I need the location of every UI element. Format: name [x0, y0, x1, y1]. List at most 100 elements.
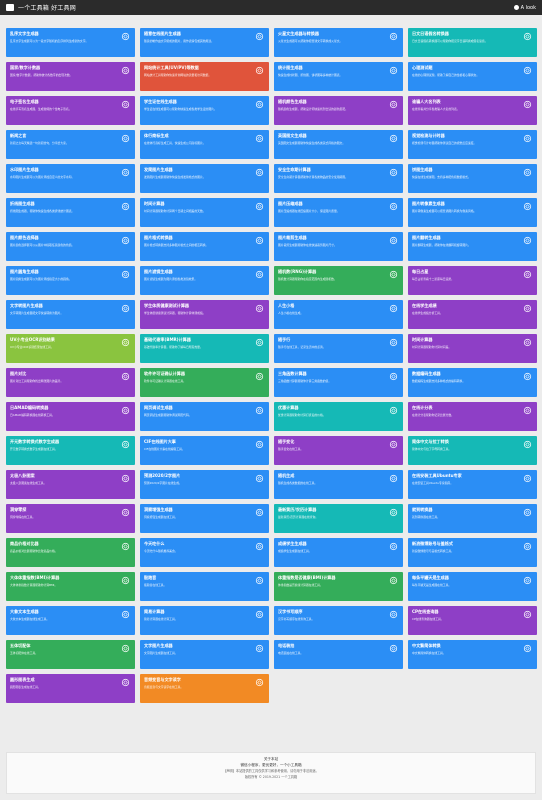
tool-card-title: 太极八卦图案 [10, 473, 35, 478]
tool-card[interactable]: 大体体重指数(BMI)计算器 大体体重指数计算器帮助你计算BMI。 [6, 572, 135, 601]
tool-card[interactable]: 开元数字转换式数字生成器 开元数字转换式数字生成器在线工具。 [6, 436, 135, 465]
tool-card[interactable]: 随机生成 随机生成各类数据的在线工具。 [274, 470, 403, 499]
tag-icon [389, 406, 398, 415]
tool-card[interactable]: CP在线查询器 CP在线查询器在线工具。 [408, 606, 537, 635]
tool-card[interactable]: 电子签名生成器 在线手写签名生成器，生成独特的个性电子签名。 [6, 96, 135, 125]
tool-card[interactable]: 简体中文与拉丁转换 简体中文与拉丁字母转换工具。 [408, 436, 537, 465]
tool-card[interactable]: 就到转换器 就到转换器在线工具。 [408, 504, 537, 533]
tool-card[interactable]: 图片圆角生成器 图片圆角生成器可以为图片添加指定大小的圆角。 [6, 266, 135, 295]
tool-card[interactable]: 在线学生成绩 在线学生成绩分析工具。 [408, 300, 537, 329]
tool-card[interactable]: 优惠计算器 优惠计算器帮助你计算打折后的价格。 [274, 402, 403, 431]
tool-card[interactable]: 汉字书写顺序 汉字书写顺序在线查询工具。 [274, 606, 403, 635]
tool-card[interactable]: 安全生命期计算器 安全生命期计算器帮助你计算各类物品的安全使用期限。 [274, 164, 403, 193]
tool-card[interactable]: 圆形图表生成 圆形图表生成在线工具。 [6, 674, 135, 703]
tool-card[interactable]: 英国图文生成器 英国图文生成器帮助你快速生成各类英式风格的图文。 [274, 130, 403, 159]
tool-card[interactable]: 乱序文字生成器 乱序文字生成器可以为一段文字随机的乱序排列生成新的文字。 [6, 28, 135, 57]
tool-card[interactable]: 在线安装工具Ubuntu专家 在线安装工具Ubuntu专家指南。 [408, 470, 537, 499]
tool-card[interactable]: 学生证在线生成器 学生证在线生成器可以帮助你快速生成各类学生证的图片。 [140, 96, 269, 125]
tool-card[interactable]: 视觉检测与计时器 视觉检测与计时器帮助你测试自己的视觉反应速度。 [408, 130, 537, 159]
tool-card[interactable]: 新浪微博账号与盖格式 新浪微博账号与盖格式转换工具。 [408, 538, 537, 567]
tool-card[interactable]: 基础代谢率(BMR)计算器 基础代谢率计算器，帮助你了解每日所需热量。 [140, 334, 269, 363]
brand[interactable]: 一个工具箱 好工具网 [6, 3, 76, 12]
tool-card[interactable]: 大象文本生成器 大象文本生成器在线生成工具。 [6, 606, 135, 635]
tool-card[interactable]: 时间计算器 时间计算器帮助你计算时间差。 [408, 334, 537, 363]
tool-card[interactable]: 骰跑音 骰跑音在线工具。 [140, 572, 269, 601]
tool-card[interactable]: 五体切配体 五体切配体在线工具。 [6, 640, 135, 669]
tool-card[interactable]: 体重指数是否健康(BMI)计算器 体重指数是否健康计算器在线工具。 [274, 572, 403, 601]
tool-card[interactable]: 随机颜色生成器 随机颜色生成器，帮助设计师快速找到合适的颜色搭配。 [274, 96, 403, 125]
tool-card[interactable]: 发简图片生成器 发简图片生成器帮助你快速生成发简格式的图片。 [140, 164, 269, 193]
tool-card-description: 文字转图片生成器把文字快速转换为图片。 [10, 311, 64, 315]
tool-card[interactable]: 水印图片生成器 水印图片生成器可以为图片添加自定义的文字水印。 [6, 164, 135, 193]
login-link[interactable]: A look [513, 5, 536, 11]
tool-card[interactable]: 随手行 随手行在线工具，记录生活中的点滴。 [274, 334, 403, 363]
tool-card-title: 安全生命期计算器 [278, 167, 311, 172]
tool-card[interactable]: 图片格式转换器 图片格式转换器支持多种图片格式之间的相互转换。 [140, 232, 269, 261]
tool-card[interactable]: 三角函数计算器 三角函数计算器帮助你计算三角函数的值。 [274, 368, 403, 397]
tool-card[interactable]: 日文日语假名转换器 日文日语假名转换器可以帮助你把汉字日语转换成假名读音。 [408, 28, 537, 57]
tool-card[interactable]: 每条平罐天是生成器 每条平罐天是生成器在线工具。 [408, 572, 537, 601]
tool-card[interactable]: 图片滤镜生成器 图片滤镜生成器为图片添加各类滤镜效果。 [140, 266, 269, 295]
tool-card[interactable]: 每日占星 每日占星查看十二星座每日运势。 [408, 266, 537, 295]
tool-card[interactable]: 折线图生成器 折线图生成器，帮助你快速生成各类折线统计图表。 [6, 198, 135, 227]
tool-card-title: CIF在线图片大事 [144, 439, 176, 444]
tool-card[interactable]: 随机数(RNG)计算器 随机数计算器帮助你在指定范围内生成随机数。 [274, 266, 403, 295]
tool-card[interactable]: 软件许可证确认计算器 软件许可证确认计算器在线工具。 [140, 368, 269, 397]
tool-card[interactable]: 文字图片生成器 文字图片生成器在线工具。 [140, 640, 269, 669]
tool-card[interactable]: 图片对比 图片对比工具帮助你找出两张图片的差异。 [6, 368, 135, 397]
tool-card[interactable]: 学生体质健康测试计算器 学生体质健康测试计算器，帮助你计算体测成绩。 [140, 300, 269, 329]
tool-card[interactable]: 太极八卦图案 太极八卦图案在线生成工具。 [6, 470, 135, 499]
tool-card[interactable]: 网页调试生成器 网页调试生成器帮助你调试网页代码。 [140, 402, 269, 431]
score-icon [523, 406, 532, 415]
tool-card[interactable]: 洞穿零探 洞穿零探在线工具。 [6, 504, 135, 533]
tool-card[interactable]: 成绩学生生成器 成绩学生生成器在线工具。 [274, 538, 403, 567]
tool-card[interactable]: 今天吃什么 今天吃什么随机推荐美食。 [140, 538, 269, 567]
tool-card[interactable]: 洞察增强生成器 洞察增强生成器在线工具。 [140, 504, 269, 533]
tool-card[interactable]: UV小专业OCR识别结果 UV小专业OCR识别结果在线工具。 [6, 334, 135, 363]
tool-card-description: 快速在线生成饼图，支持多种配色和数据格式。 [412, 175, 471, 179]
tool-card[interactable]: 图片翻转生成器 图片翻转生成器，帮助你在线翻转和旋转图片。 [408, 232, 537, 261]
tool-card[interactable]: 图片颜色选择器 图片颜色选择器可以从图片中提取任意颜色的色值。 [6, 232, 135, 261]
tool-card[interactable]: 随手变化 随手变化在线工具。 [274, 436, 403, 465]
tool-card[interactable]: 图片转像素生成器 图片转像素生成器可以把普通图片转换为像素风格。 [408, 198, 537, 227]
tool-card-title: 简易计算器 [144, 609, 165, 614]
tool-card-description: 英国图文生成器帮助你快速生成各类英式风格的图文。 [278, 141, 346, 145]
tool-card[interactable]: 新闻之言 新闻之言每天精选一句新闻金句，分享给大家。 [6, 130, 135, 159]
tool-card[interactable]: 随意在线图片生成器 随意的制作由文字组成的图片，用作表情包或其他用途。 [140, 28, 269, 57]
tool-card[interactable]: 图片压缩成器 图片压缩成器在线压缩图片大小，保证图片质量。 [274, 198, 403, 227]
tool-card[interactable]: 心理测试题 在线的心理测试题，帮助了解自己的性格和心理状态。 [408, 62, 537, 91]
tool-card[interactable]: 体行商标生成 在线体行商标生成工具，快速生成公司商标图片。 [140, 130, 269, 159]
tool-card[interactable]: 在线计分表 在线计分表帮助你记录比赛分数。 [408, 402, 537, 431]
tool-card[interactable]: 网站统计工具(UV/PV)等数据 网站统计工具帮助你快速查询网站的流量和访问数据。 [140, 62, 269, 91]
tool-card[interactable]: CIF在线图片大事 CIF在线图片大事在线编辑工具。 [140, 436, 269, 465]
tool-card[interactable]: 预测2020/2字图片 预测2020/2字图片在线生成。 [140, 470, 269, 499]
tool-card-title: 国家/数字计数器 [10, 65, 41, 70]
tool-card[interactable]: 国家/数字计数器 国家/数字计数器，帮助你统计各数字的出现次数。 [6, 62, 135, 91]
tool-card-description: 新闻之言每天精选一句新闻金句，分享给大家。 [10, 141, 69, 145]
tool-card[interactable]: 简易计算器 简易计算器在线计算工具。 [140, 606, 269, 635]
tool-card[interactable]: 文字转图片生成器 文字转图片生成器把文字快速转换为图片。 [6, 300, 135, 329]
footer-about-link[interactable]: 关于本站 [263, 757, 279, 761]
text-icon [121, 304, 130, 313]
tool-card[interactable]: 图片裁剪生成器 图片裁剪生成器帮助你在线快速裁剪图片尺寸。 [274, 232, 403, 261]
tool-card[interactable]: 最新黄历/农历计算器 最新黄历/农历计算器在线查询。 [274, 504, 403, 533]
tool-card-title: 预测2020/2字图片 [144, 473, 181, 478]
shuffle-icon [121, 32, 130, 41]
tool-card-title: 数据编码生成器 [412, 371, 441, 376]
tool-card[interactable]: 火星文生成器与转换器 火星文生成器可以帮助你把普通文字转换成火星文。 [274, 28, 403, 57]
tool-card[interactable]: 统计图生成器 快速生成柱状图、折线图、饼状图等多种统计图表。 [274, 62, 403, 91]
tool-card[interactable]: 电话装拍 电话装拍在线工具。 [274, 640, 403, 669]
text-icon [523, 644, 532, 653]
tool-card[interactable]: 数据编码生成器 数据编码生成器支持多种格式的编码转换。 [408, 368, 537, 397]
tool-card[interactable]: 谁骗人大名列表 在线查看并分享各类骗人大名的列表。 [408, 96, 537, 125]
tool-card[interactable]: 时间计算器 时间计算器帮助你计算两个日期之间相差的天数。 [140, 198, 269, 227]
tool-card[interactable]: 日AMAD编码转换器 日AMAD编码转换器在线转换工具。 [6, 402, 135, 431]
tool-card-title: 电子签名生成器 [10, 99, 39, 104]
tool-card[interactable]: 商品价格对比器 商品价格对比器帮助你比较商品价格。 [6, 538, 135, 567]
tool-card[interactable]: 中文繁简体转换 中文繁简体转换在线工具。 [408, 640, 537, 669]
tool-card-description: 网页调试生成器帮助你调试网页代码。 [144, 413, 192, 417]
tool-card[interactable]: 人生小格 人生小格在线生成。 [274, 300, 403, 329]
key-icon [255, 372, 264, 381]
tool-card[interactable]: 音频变音与文字读字 音频变音与文字读字在线工具。 [140, 674, 269, 703]
tool-card[interactable]: 饼图生成器 快速在线生成饼图，支持多种配色和数据格式。 [408, 164, 537, 193]
